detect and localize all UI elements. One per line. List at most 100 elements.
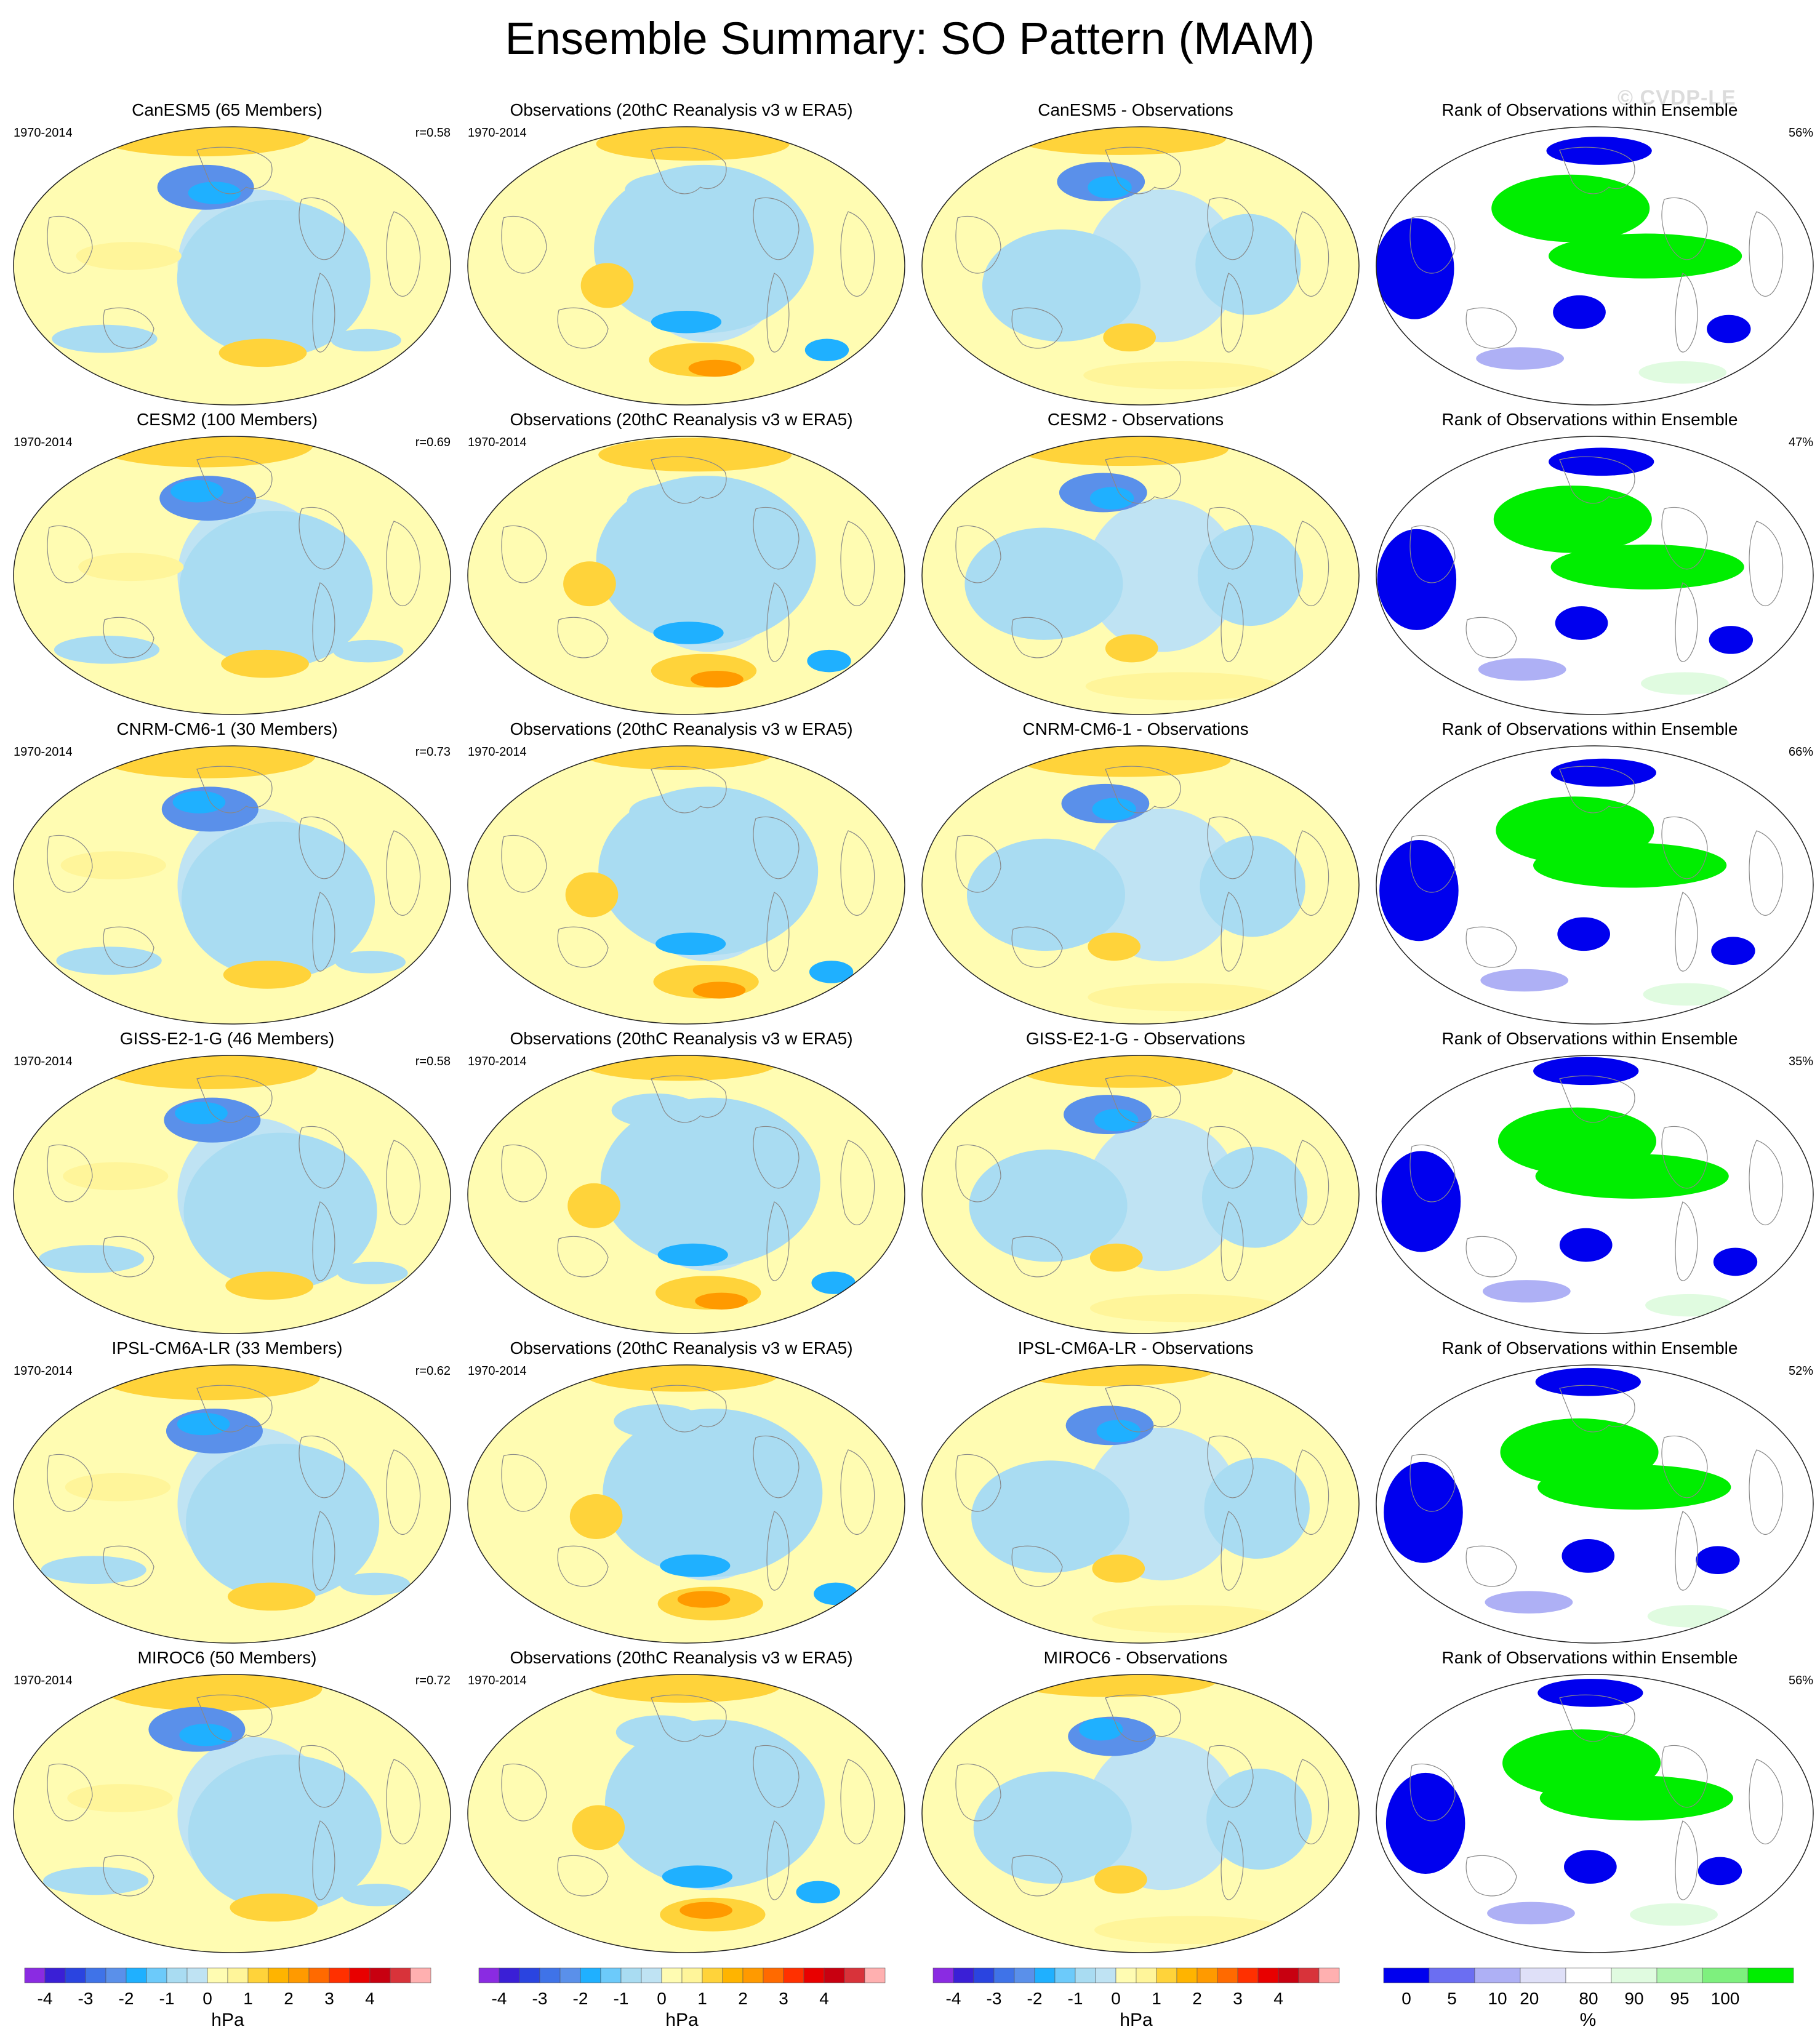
colorbar-swatch: [973, 1967, 995, 1983]
colorbar-swatch: [1278, 1967, 1299, 1983]
map-panel-diff: CanESM5 - Observations: [908, 100, 1363, 407]
colorbar-tick-label: 100: [1710, 1989, 1740, 2008]
colorbar-swatch: [824, 1967, 845, 1983]
colorbar-swatch: [1014, 1967, 1035, 1983]
colorbar-tick-label: 4: [365, 1989, 375, 2008]
map-panel-rank: Rank of Observations within Ensemble 66%: [1363, 719, 1817, 1026]
colorbar-swatch: [702, 1967, 723, 1983]
map-panel-diff: IPSL-CM6A-LR - Observations: [908, 1338, 1363, 1646]
colorbar-swatches: [932, 1967, 1340, 1983]
colorbar-swatch: [1176, 1967, 1198, 1983]
colorbar-tick-label: 3: [324, 1989, 334, 2008]
panel-period: 1970-2014: [14, 1674, 73, 1687]
globe-map: [467, 126, 905, 406]
colorbar-swatch: [247, 1967, 269, 1983]
colorbar-tick-label: 0: [1401, 1989, 1411, 2008]
map-panel-model: GISS-E2-1-G (46 Members) 1970-2014 r=0.58: [0, 1028, 454, 1336]
panel-correlation: r=0.69: [415, 436, 451, 449]
panel-correlation: r=0.58: [415, 126, 451, 140]
colorbar-swatch: [349, 1967, 371, 1983]
colorbar-swatch: [641, 1967, 662, 1983]
map-panel-rank: Rank of Observations within Ensemble 52%: [1363, 1338, 1817, 1646]
colorbar-tick-label: 0: [657, 1989, 667, 2008]
colorbar-tick-label: -2: [1027, 1989, 1043, 2008]
colorbar-swatches: [478, 1967, 886, 1983]
map-panel-obs: Observations (20thC Reanalysis v3 w ERA5…: [454, 719, 908, 1026]
colorbar-tick-label: -3: [532, 1989, 548, 2008]
panel-title: Rank of Observations within Ensemble: [1441, 100, 1738, 119]
map-panel-obs: Observations (20thC Reanalysis v3 w ERA5…: [454, 409, 908, 717]
globe-map: [467, 1674, 905, 1953]
colorbar-tick-label: 3: [779, 1989, 788, 2008]
colorbar-swatch: [207, 1967, 228, 1983]
globe-map: [921, 126, 1360, 406]
panel-correlation: r=0.58: [415, 1055, 451, 1068]
panel-title: Rank of Observations within Ensemble: [1441, 1029, 1738, 1048]
globe-map: [1376, 1364, 1814, 1644]
globe-map: [13, 126, 451, 406]
colorbar-swatch: [186, 1967, 208, 1983]
panel-title: MIROC6 - Observations: [1043, 1648, 1228, 1667]
globe-map: [467, 745, 905, 1025]
globe-map: [1376, 436, 1814, 715]
colorbar-swatch: [932, 1967, 954, 1983]
colorbar-swatch: [580, 1967, 601, 1983]
colorbar-tick-label: 0: [202, 1989, 212, 2008]
colorbar: -4 -3 -2 -1 0 1 2 3 4 hPa: [0, 1963, 454, 2031]
panel-period: 1970-2014: [468, 1055, 527, 1068]
panel-title: CanESM5 - Observations: [1038, 100, 1233, 119]
panel-correlation: r=0.62: [415, 1364, 451, 1378]
panel-period: 1970-2014: [468, 1364, 527, 1378]
globe-map: [467, 436, 905, 715]
watermark: © CVDP-LE: [1618, 86, 1736, 110]
colorbar-swatch: [268, 1967, 289, 1983]
colorbar: -4 -3 -2 -1 0 1 2 3 4 hPa: [908, 1963, 1363, 2031]
panel-title: CanESM5 (65 Members): [132, 100, 323, 119]
colorbar-swatch: [1656, 1967, 1703, 1983]
panel-period: 1970-2014: [468, 436, 527, 449]
colorbar-tick-label: 1: [243, 1989, 253, 2008]
map-panel-rank: Rank of Observations within Ensemble 47%: [1363, 409, 1817, 717]
map-panel-model: IPSL-CM6A-LR (33 Members) 1970-2014 r=0.62: [0, 1338, 454, 1646]
colorbar-swatch: [1429, 1967, 1475, 1983]
map-panel-model: CNRM-CM6-1 (30 Members) 1970-2014 r=0.73: [0, 719, 454, 1026]
colorbar-swatch: [329, 1967, 350, 1983]
colorbar-tick-label: 2: [1192, 1989, 1202, 2008]
colorbar-swatch: [126, 1967, 147, 1983]
colorbar-swatch: [1237, 1967, 1259, 1983]
globe-map: [921, 745, 1360, 1025]
colorbar-swatch: [1075, 1967, 1096, 1983]
panel-period: 1970-2014: [14, 126, 73, 140]
colorbar-swatch: [864, 1967, 886, 1983]
colorbar-tick-label: 10: [1488, 1989, 1507, 2008]
colorbar-swatch: [478, 1967, 500, 1983]
colorbar-swatch: [1318, 1967, 1340, 1983]
panel-period: 1970-2014: [468, 1674, 527, 1687]
colorbar-swatch: [661, 1967, 683, 1983]
globe-map: [921, 436, 1360, 715]
colorbar-tick-label: 95: [1670, 1989, 1690, 2008]
panel-rank-percent: 66%: [1788, 745, 1813, 759]
colorbar-tick-label: 0: [1111, 1989, 1121, 2008]
panel-period: 1970-2014: [14, 1055, 73, 1068]
panel-title: Rank of Observations within Ensemble: [1441, 1338, 1738, 1358]
panel-rank-percent: 35%: [1788, 1055, 1813, 1068]
map-panel-diff: MIROC6 - Observations: [908, 1647, 1363, 1955]
globe-map: [13, 1674, 451, 1953]
colorbar: -4 -3 -2 -1 0 1 2 3 4 hPa: [454, 1963, 908, 2031]
colorbar-swatch: [722, 1967, 744, 1983]
panel-title: Observations (20thC Reanalysis v3 w ERA5…: [510, 719, 853, 738]
colorbar-swatch: [844, 1967, 865, 1983]
colorbar-swatch: [24, 1967, 46, 1983]
colorbar-tick-label: -2: [118, 1989, 134, 2008]
colorbar-swatch: [1115, 1967, 1137, 1983]
globe-map: [13, 745, 451, 1025]
colorbar-swatch: [1520, 1967, 1566, 1983]
globe-map: [921, 1364, 1360, 1644]
panel-title: CNRM-CM6-1 (30 Members): [116, 719, 338, 738]
colorbar-swatch: [1383, 1967, 1430, 1983]
panel-period: 1970-2014: [468, 745, 527, 759]
colorbar-swatch: [390, 1967, 411, 1983]
map-panel-model: CanESM5 (65 Members) 1970-2014 r=0.58: [0, 100, 454, 407]
colorbar-unit-label: hPa: [665, 2010, 699, 2030]
